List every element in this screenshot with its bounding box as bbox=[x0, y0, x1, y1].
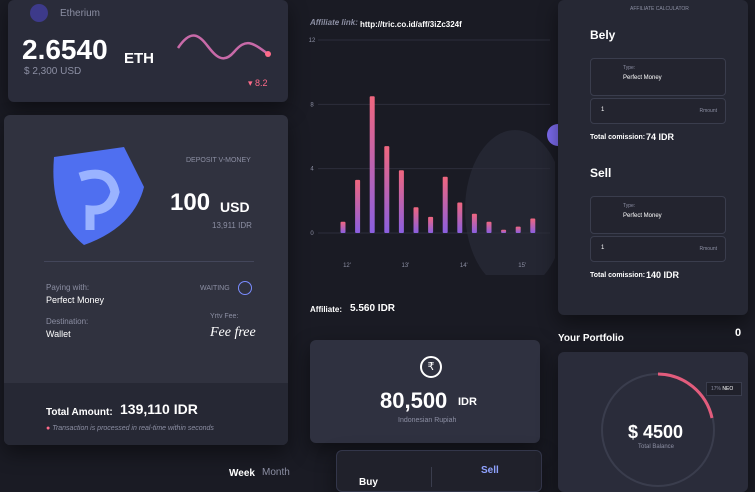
divider bbox=[44, 261, 254, 262]
x-tick-label: 13' bbox=[401, 263, 409, 269]
bar bbox=[384, 146, 390, 233]
commission-value: 74 IDR bbox=[646, 132, 675, 142]
portfolio-card: 17% NEO $ 4500 Total Balance bbox=[558, 352, 748, 492]
portfolio-count: 0 bbox=[735, 327, 742, 339]
amount-value: 1 bbox=[601, 107, 605, 113]
bar bbox=[398, 170, 404, 233]
portfolio-title: Your Portfolio bbox=[558, 333, 624, 344]
bar bbox=[340, 221, 346, 233]
coin-percent: 17% bbox=[711, 386, 722, 392]
bar bbox=[413, 207, 419, 233]
bar bbox=[442, 176, 448, 233]
deposit-amount: 100 bbox=[170, 189, 211, 216]
calculator-card: AFFILIATE CALCULATOR Bely Type: Perfect Mo… bbox=[558, 0, 748, 315]
shield-logo bbox=[53, 147, 144, 245]
bar bbox=[486, 221, 492, 233]
bar bbox=[471, 213, 477, 233]
paying-value: Perfect Money bbox=[46, 295, 105, 305]
type-select[interactable]: Type: Perfect Money bbox=[590, 58, 726, 96]
y-tick-label: 0 bbox=[310, 231, 314, 237]
balance-amount: $ 4500 bbox=[628, 422, 684, 442]
amount-input[interactable]: 1 Rmount bbox=[590, 236, 726, 262]
y-tick-label: 8 bbox=[310, 102, 314, 108]
link-value[interactable]: http://tric.co.id/aff/3iZc324f bbox=[360, 20, 462, 29]
calc-title: AFFILIATE CALCULATOR bbox=[630, 6, 689, 12]
commission-label: Total comission: bbox=[590, 272, 646, 279]
month-tab[interactable]: Month bbox=[262, 467, 290, 478]
bar bbox=[369, 96, 375, 234]
deposit-idr: 13,911 IDR bbox=[212, 221, 252, 230]
type-select[interactable]: Type: Perfect Money bbox=[590, 196, 726, 234]
deposit-unit: USD bbox=[220, 199, 250, 215]
type-label: Type: bbox=[623, 203, 636, 209]
buy-tab[interactable]: Buy bbox=[359, 477, 378, 488]
total-label: Total Amount: bbox=[46, 407, 113, 418]
rupiah-unit: IDR bbox=[458, 396, 477, 408]
fee-label: Yrtv Fee: bbox=[210, 313, 239, 320]
affiliate-value: 5.560 IDR bbox=[350, 303, 396, 314]
y-tick-label: 12 bbox=[309, 38, 316, 44]
note-text: Transaction is processed in real-time wi… bbox=[52, 425, 214, 432]
affiliate-label: Affiliate: bbox=[310, 305, 342, 314]
paying-label: Paying with: bbox=[46, 283, 90, 292]
bar bbox=[428, 216, 434, 233]
link-label: Affiliate link: bbox=[310, 18, 358, 27]
fee-value: Fee free bbox=[210, 325, 256, 340]
rupee-icon: ₹ bbox=[420, 356, 442, 378]
bar bbox=[457, 202, 463, 233]
x-tick-label: 14' bbox=[460, 263, 468, 269]
affiliate-chart: 0 4 8 12 12' 13' 14' 15' bbox=[309, 38, 555, 275]
type-value: Perfect Money bbox=[623, 75, 662, 81]
destination-value: Wallet bbox=[46, 329, 71, 339]
sparkline bbox=[176, 34, 271, 60]
amount-placeholder: Rmount bbox=[699, 246, 717, 252]
eth-icon bbox=[30, 4, 48, 22]
deposit-card: DEPOSIT V-MONEY 100 USD 13,911 IDR Payin… bbox=[4, 115, 288, 445]
total-value: 139,110 IDR bbox=[120, 401, 198, 417]
eth-usd: $ 2,300 USD bbox=[24, 66, 82, 77]
balance-label: Total Balance bbox=[638, 444, 675, 450]
status: WAITING bbox=[200, 285, 230, 292]
amount-placeholder: Rmount bbox=[699, 108, 717, 114]
amount-input[interactable]: 1 Rmount bbox=[590, 98, 726, 124]
rupiah-card: ₹ 80,500 IDR Indonesian Rupiah bbox=[310, 340, 540, 443]
y-tick-label: 4 bbox=[310, 167, 314, 173]
balance-ring bbox=[601, 372, 715, 487]
trade-tabs: Buy Sell bbox=[336, 450, 542, 492]
x-tick-label: 15' bbox=[518, 263, 526, 269]
week-tab[interactable]: Week bbox=[229, 468, 255, 479]
eth-unit: ETH bbox=[124, 50, 154, 67]
type-value: Perfect Money bbox=[623, 213, 662, 219]
section-title: Bely bbox=[590, 28, 616, 42]
section-title: Sell bbox=[590, 166, 612, 180]
eth-change: ▾ 8.2 bbox=[248, 78, 268, 88]
change-value: 8.2 bbox=[255, 78, 268, 88]
destination-label: Destination: bbox=[46, 317, 89, 326]
coin-badge: 17% NEO bbox=[706, 382, 742, 396]
note: ● Transaction is processed in real-time … bbox=[46, 425, 214, 432]
eth-card: Etherium 2.6540 ETH $ 2,300 USD ▾ 8.2 bbox=[8, 0, 288, 102]
amount-value: 1 bbox=[601, 245, 605, 251]
tab-divider bbox=[431, 467, 432, 487]
rupiah-label: Indonesian Rupiah bbox=[398, 417, 457, 424]
bar bbox=[530, 218, 536, 233]
coin-name: NEO bbox=[722, 386, 734, 392]
info-icon[interactable] bbox=[238, 281, 252, 295]
rupiah-amount: 80,500 bbox=[380, 388, 448, 413]
eth-amount: 2.6540 bbox=[22, 34, 108, 65]
sell-tab[interactable]: Sell bbox=[481, 465, 499, 476]
total-box bbox=[4, 383, 288, 445]
commission-value: 140 IDR bbox=[646, 270, 680, 280]
type-label: Type: bbox=[623, 65, 636, 71]
x-tick-label: 12' bbox=[343, 263, 351, 269]
bar bbox=[515, 226, 521, 233]
bar bbox=[355, 179, 361, 233]
commission-label: Total comission: bbox=[590, 134, 646, 141]
deposit-label: DEPOSIT V-MONEY bbox=[186, 157, 251, 164]
coin-name: Etherium bbox=[60, 8, 101, 19]
bar bbox=[501, 229, 507, 233]
